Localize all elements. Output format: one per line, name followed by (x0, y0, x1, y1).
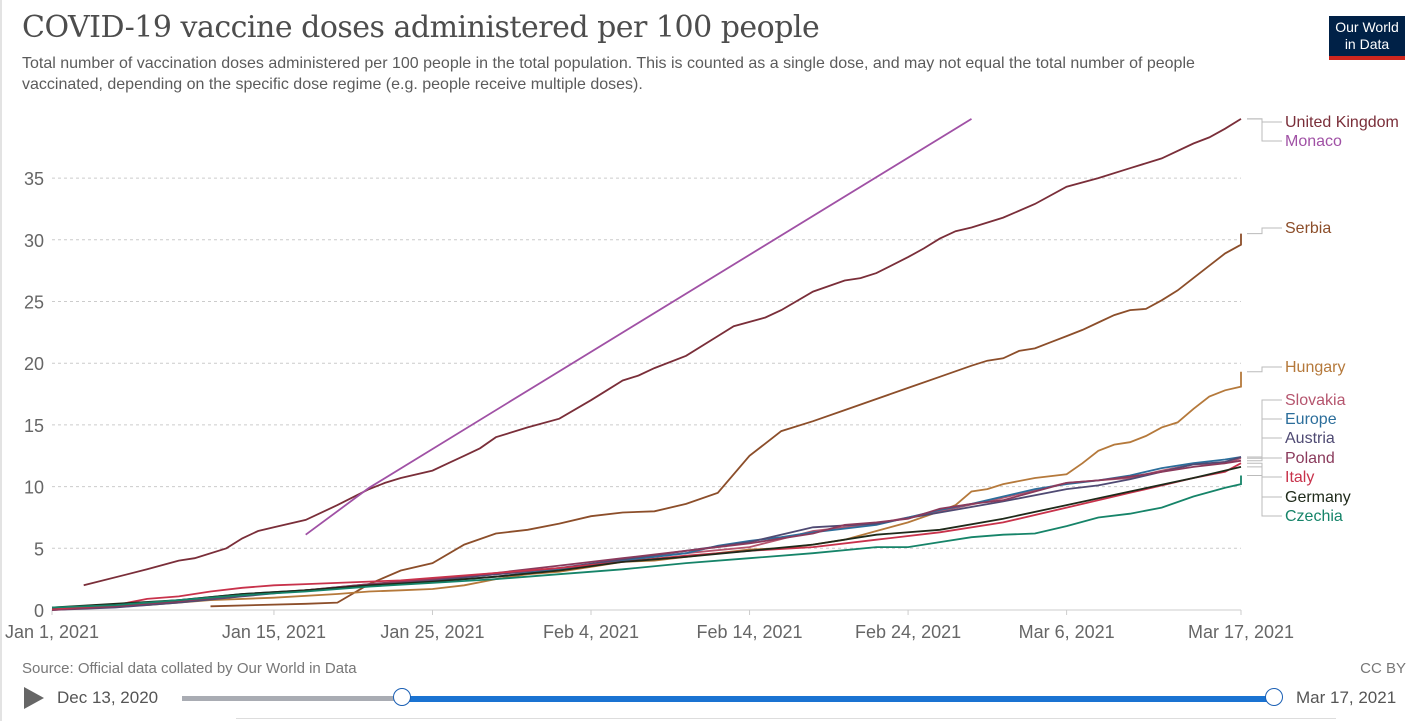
legend-label-italy[interactable]: Italy (1285, 469, 1314, 486)
y-tick-label: 30 (24, 231, 44, 251)
license-note[interactable]: CC BY (1360, 660, 1406, 677)
legend-label-germany[interactable]: Germany (1285, 489, 1351, 506)
series-line-united-kingdom[interactable] (83, 118, 1242, 587)
chart-title: COVID-19 vaccine doses administered per … (22, 10, 820, 45)
legend-label-united-kingdom[interactable]: United Kingdom (1285, 114, 1399, 131)
logo-line-1: Our World (1335, 19, 1399, 35)
timeline-selected-range[interactable] (402, 696, 1274, 702)
x-tick-label: Feb 24, 2021 (855, 622, 961, 642)
series-line-austria[interactable] (51, 456, 1242, 611)
legend-label-czechia[interactable]: Czechia (1285, 508, 1343, 525)
logo-line-2: in Data (1344, 36, 1390, 52)
x-tick-label: Mar 17, 2021 (1188, 622, 1294, 642)
legend-connector (1247, 475, 1282, 517)
legend-label-poland[interactable]: Poland (1285, 450, 1335, 467)
series-line-monaco[interactable] (305, 118, 972, 536)
legend: United Kingdom Monaco Serbia Hungary Slovaki… (1247, 114, 1399, 525)
x-tick-label: Jan 25, 2021 (380, 622, 484, 642)
legend-label-serbia[interactable]: Serbia (1285, 220, 1331, 237)
y-axis: 0 5 10 15 20 25 30 35 (24, 169, 44, 621)
divider (236, 718, 1336, 719)
x-tick-label: Feb 14, 2021 (696, 622, 802, 642)
legend-connector (1247, 437, 1282, 458)
legend-label-hungary[interactable]: Hungary (1285, 359, 1345, 376)
legend-connector (1247, 118, 1282, 142)
x-tick-label: Jan 1, 2021 (5, 622, 99, 642)
timeline-start-handle[interactable] (393, 688, 412, 706)
y-tick-label: 0 (34, 601, 44, 621)
legend-label-austria[interactable]: Austria (1285, 430, 1335, 447)
y-tick-label: 15 (24, 416, 44, 436)
legend-label-monaco[interactable]: Monaco (1285, 133, 1342, 150)
play-icon[interactable] (24, 687, 44, 709)
x-tick-label: Feb 4, 2021 (543, 622, 639, 642)
grid-lines (52, 177, 1241, 549)
x-axis: Jan 1, 2021 Jan 15, 2021 Jan 25, 2021 Feb 4… (5, 609, 1294, 642)
y-tick-label: 35 (24, 169, 44, 189)
series-line-hungary[interactable] (51, 371, 1242, 610)
timeline-end-handle[interactable] (1265, 688, 1283, 706)
series-line-poland[interactable] (51, 459, 1242, 611)
y-tick-label: 10 (24, 478, 44, 498)
timeline-start-date: Dec 13, 2020 (57, 688, 159, 707)
legend-connector (1247, 466, 1282, 498)
x-tick-label: Jan 15, 2021 (222, 622, 326, 642)
legend-connector (1247, 366, 1282, 373)
legend-connector (1247, 457, 1282, 462)
y-tick-label: 25 (24, 293, 44, 313)
series-line-slovakia[interactable] (51, 457, 1242, 611)
series-lines (51, 118, 1242, 611)
x-tick-label: Mar 6, 2021 (1019, 622, 1115, 642)
legend-connector (1247, 399, 1282, 459)
timeline-control: Dec 13, 2020 Mar 17, 2021 (0, 680, 1422, 720)
legend-label-europe[interactable]: Europe (1285, 411, 1337, 428)
series-line-italy[interactable] (51, 462, 1242, 610)
series-line-germany[interactable] (51, 466, 1242, 609)
legend-connector (1247, 227, 1282, 235)
timeline-end-date: Mar 17, 2021 (1296, 688, 1397, 707)
source-note: Source: Official data collated by Our Wo… (22, 660, 357, 677)
logo-accent-bar (1329, 56, 1405, 60)
series-line-serbia[interactable] (210, 233, 1242, 608)
y-tick-label: 5 (34, 539, 44, 559)
legend-connector (1247, 462, 1282, 478)
y-tick-label: 20 (24, 354, 44, 374)
chart-subtitle: Total number of vaccination doses admini… (22, 55, 1195, 93)
series-line-czechia[interactable] (51, 475, 1242, 609)
owid-logo[interactable]: Our World in Data (1329, 16, 1405, 60)
legend-label-slovakia[interactable]: Slovakia (1285, 392, 1346, 409)
series-line-europe[interactable] (51, 456, 1242, 610)
